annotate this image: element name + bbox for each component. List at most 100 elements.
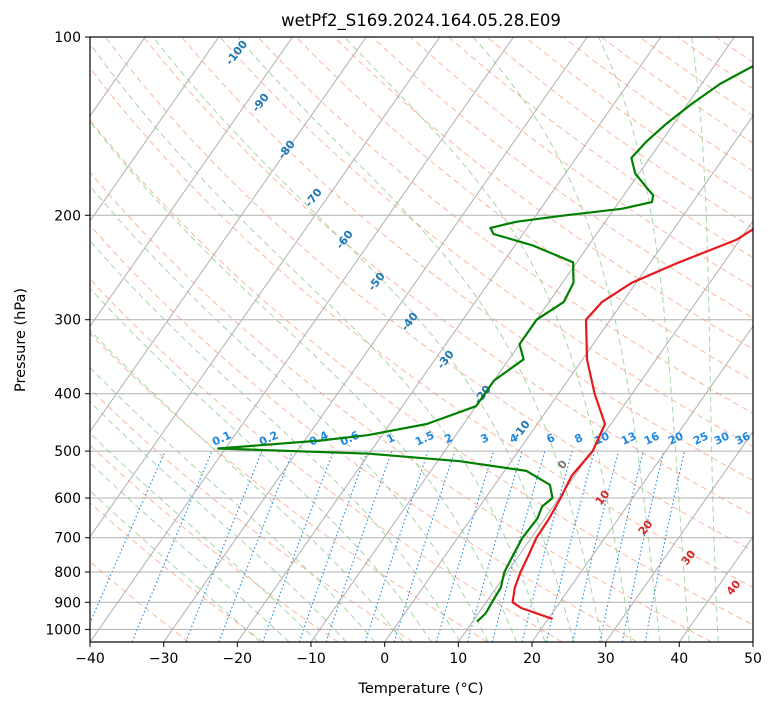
moist-adiabat-line	[90, 185, 489, 642]
dry-adiabat-line	[410, 37, 753, 289]
x-tick-label: 20	[523, 651, 541, 667]
dry-adiabat-line	[639, 37, 753, 117]
adiabat-labels: -100-90-80-70-60-50-40-30-20-10010203040…	[210, 38, 753, 598]
grid-lines	[90, 37, 753, 630]
y-tick-label: 600	[54, 491, 81, 507]
mixing-ratio-line	[572, 450, 620, 642]
x-tick-label: 30	[597, 651, 615, 667]
skewed-isotherms	[0, 37, 753, 642]
moist-adiabat-line	[90, 462, 290, 642]
mixing-ratio-label: 8	[573, 431, 585, 446]
moist-adiabat-line	[472, 37, 661, 642]
moist-adiabat-line	[598, 37, 690, 642]
y-tick-label: 800	[54, 565, 81, 581]
isotherm-line	[90, 37, 441, 538]
y-tick-label: 100	[54, 30, 81, 46]
dry-adiabat-line	[219, 37, 753, 448]
dry-adiabat-line	[90, 67, 753, 588]
background-lines	[90, 37, 753, 642]
dry-adiabat-line	[295, 37, 753, 382]
x-tick-label: 10	[449, 651, 467, 667]
mixing-ratio-line	[185, 450, 263, 642]
moist-adiabat-line	[90, 329, 404, 642]
sounding-profiles	[217, 64, 753, 623]
dry-adiabat-line	[143, 37, 753, 516]
x-tick-label: −20	[223, 651, 253, 667]
dry-adiabat-line	[90, 444, 339, 642]
mixing-ratio-line	[325, 450, 393, 642]
x-axis-label: Temperature (°C)	[357, 681, 483, 697]
mixing-ratio-line	[599, 450, 644, 642]
isotherm-line	[0, 37, 72, 642]
isotherm-line	[236, 37, 662, 642]
dry-adiabat-label: -60	[333, 228, 356, 252]
moist-adiabat-line	[237, 37, 603, 642]
y-tick-label: 300	[54, 313, 81, 329]
mixing-ratio-line	[131, 450, 213, 642]
mixing-ratio-label: 25	[691, 429, 710, 447]
x-tick-label: 40	[670, 651, 688, 667]
isotherm-line	[384, 114, 753, 642]
moist-adiabat-line	[90, 120, 517, 642]
temperature-profile-line	[511, 228, 753, 620]
mixing-ratio-label: 3	[479, 431, 491, 446]
moist-adiabat-label: 20	[636, 517, 656, 537]
dry-adiabat-line	[90, 502, 264, 642]
x-tick-label: 50	[744, 651, 762, 667]
moist-adiabat-line	[90, 366, 376, 642]
moist-adiabat-line	[90, 42, 546, 642]
y-axis-label: Pressure (hPa)	[13, 288, 29, 392]
mixing-ratio-line	[364, 450, 429, 642]
y-tick-label: 500	[54, 444, 81, 460]
moist-adiabat-line	[90, 240, 461, 642]
isotherm-line	[752, 641, 753, 642]
isotherm-line	[531, 325, 753, 642]
dewpoint-profile-line	[217, 64, 753, 623]
isotherm-line	[163, 37, 588, 642]
isotherm-line	[605, 430, 753, 642]
chart-title: wetPf2_S169.2024.164.05.28.E09	[281, 11, 561, 31]
dry-adiabat-line	[715, 37, 753, 64]
isotherm-line	[457, 220, 753, 642]
x-tick-label: 0	[380, 651, 389, 667]
moist-adiabat-label: 30	[679, 547, 699, 567]
moist-adiabat-label: 0	[555, 457, 570, 471]
moist-adiabat-line	[90, 400, 347, 642]
dry-adiabat-line	[333, 37, 753, 350]
dry-adiabat-label: -30	[434, 348, 457, 372]
dry-adiabat-label: -50	[365, 270, 388, 294]
dry-adiabat-line	[104, 37, 753, 552]
mixing-ratio-label: 6	[545, 431, 558, 446]
dry-adiabat-label: -40	[398, 310, 421, 334]
moist-adiabat-line	[90, 432, 319, 642]
y-tick-label: 700	[54, 531, 81, 547]
dry-adiabat-line	[90, 278, 563, 642]
dry-adiabat-line	[90, 388, 414, 642]
y-axis: 100 200 300 400 500 600 700 800 900 1000	[45, 30, 90, 638]
mixing-ratio-line	[218, 450, 294, 642]
moist-adiabat-line	[152, 37, 575, 642]
mixing-ratio-line	[298, 450, 368, 642]
x-axis: −40 −30 −20 −10 0 10 20 30 40 50	[75, 642, 762, 667]
x-tick-label: −30	[149, 651, 179, 667]
isotherm-line	[90, 37, 220, 222]
dry-adiabat-line	[257, 37, 753, 414]
dry-adiabat-line	[90, 332, 488, 642]
moist-adiabat-line	[90, 287, 432, 642]
dry-adiabat-line	[448, 37, 753, 259]
y-tick-label: 200	[54, 208, 81, 224]
mixing-ratio-label: 36	[733, 429, 753, 447]
moist-adiabat-label: 10	[593, 487, 613, 507]
mixing-ratio-label: 20	[666, 429, 686, 447]
y-tick-label: 900	[54, 595, 81, 611]
moist-adiabat-line	[90, 490, 261, 642]
isotherm-line	[90, 37, 514, 642]
y-tick-label: 400	[54, 387, 81, 403]
mixing-ratio-label: 0.1	[210, 429, 233, 449]
dry-adiabat-line	[90, 119, 753, 626]
dry-adiabat-label: -100	[223, 38, 250, 68]
mixing-ratio-label: 16	[642, 429, 662, 447]
mixing-ratio-label: 1	[385, 431, 397, 446]
